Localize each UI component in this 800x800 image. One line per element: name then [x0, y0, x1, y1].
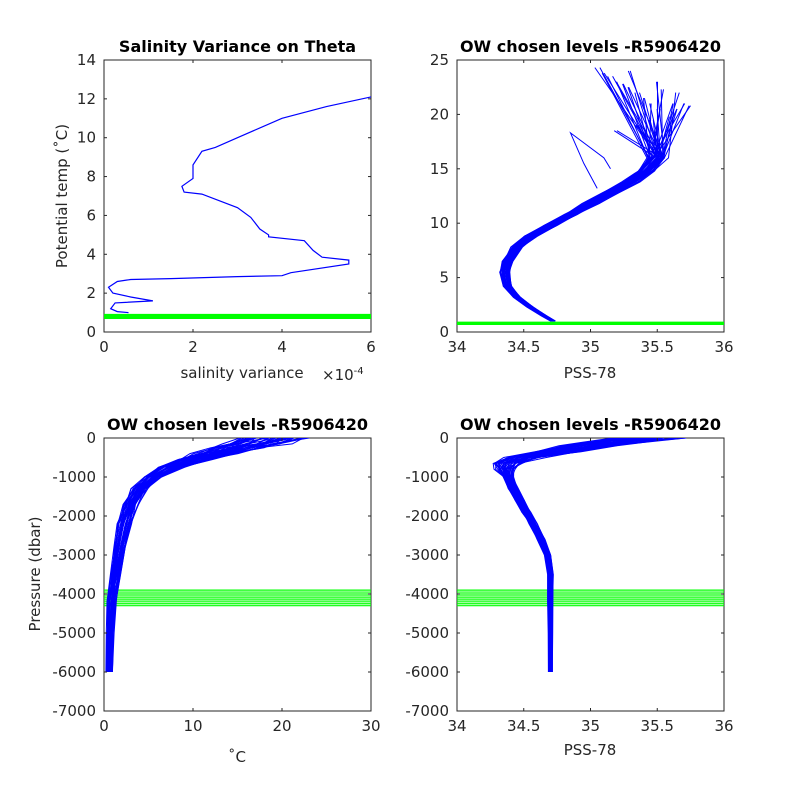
x-tick-label-bl-1: 10: [183, 717, 202, 735]
y-tick-label-bl-2: -5000: [52, 624, 96, 642]
y-tick-label-tr-1: 5: [439, 269, 449, 287]
y-tick-label-br-7: 0: [439, 429, 449, 447]
y-tick-label-br-5: -2000: [405, 507, 449, 525]
y-tick-label-tl-5: 10: [77, 129, 96, 147]
y-tick-label-tl-2: 4: [86, 245, 96, 263]
x-axis-label-tr: PSS-78: [564, 364, 617, 382]
series-group-tr: [457, 67, 724, 325]
x-tick-label-br-3: 35.5: [641, 717, 674, 735]
series-group-br: [457, 438, 724, 673]
y-tick-label-br-0: -7000: [405, 702, 449, 720]
y-tick-label-br-6: -1000: [405, 468, 449, 486]
plot-area-bl: [103, 437, 372, 712]
x-tick-label-tl-2: 4: [277, 338, 287, 356]
y-tick-label-bl-3: -4000: [52, 585, 96, 603]
series-group-bl: [104, 438, 371, 673]
x-tick-label-tr-1: 34.5: [507, 338, 540, 356]
x-axis-exponent-tl: ×10-4: [322, 366, 364, 384]
y-tick-label-tl-4: 8: [86, 168, 96, 186]
y-tick-label-bl-1: -6000: [52, 663, 96, 681]
y-tick-label-tr-3: 15: [430, 160, 449, 178]
y-tick-label-tl-1: 2: [86, 284, 96, 302]
y-tick-label-br-2: -5000: [405, 624, 449, 642]
y-tick-label-br-3: -4000: [405, 585, 449, 603]
x-tick-label-tl-1: 2: [188, 338, 198, 356]
y-tick-label-br-4: -3000: [405, 546, 449, 564]
ticks-bl: 0 10 20 30 -7000 -6000 -5000 -4000 -3000 -2000 -10…: [52, 429, 380, 735]
x-tick-label-br-0: 34: [447, 717, 466, 735]
profile-line-br-39: [511, 438, 677, 673]
marks-tl: [104, 96, 371, 319]
y-tick-label-bl-6: -1000: [52, 468, 96, 486]
y-axis-label-tl: Potential temp (˚C): [53, 124, 71, 268]
profile-line-bl-1: [106, 438, 242, 673]
x-tick-label-tl-0: 0: [99, 338, 109, 356]
y-tick-label-br-1: -6000: [405, 663, 449, 681]
x-tick-label-tr-3: 35.5: [641, 338, 674, 356]
y-tick-label-tr-4: 20: [430, 105, 449, 123]
x-axis-label-br: PSS-78: [564, 741, 617, 759]
ticks-br: 34 34.5 35 35.5 36 -7000 -6000 -5000 -4000 -3000 -…: [405, 429, 733, 735]
y-tick-label-bl-7: 0: [86, 429, 96, 447]
x-axis-label-tl: salinity variance: [180, 364, 303, 382]
series-line-tl-0: [107, 96, 371, 314]
profile-line-bl-23: [109, 438, 273, 673]
x-axis-label-bl: ˚C: [228, 748, 246, 766]
x-tick-label-br-4: 36: [714, 717, 733, 735]
marks-br: [457, 438, 724, 673]
plot-area-tl: [103, 59, 372, 333]
y-tick-label-tl-7: 14: [77, 51, 96, 69]
marks-tr: [457, 67, 724, 325]
x-exponent-base: ×10: [322, 366, 354, 384]
plot-area-tr: [456, 59, 725, 333]
chart-title-bl: OW chosen levels -R5906420: [107, 415, 368, 434]
ticks-tr: 34 34.5 35 35.5 36 0 5 10 15 20 25: [430, 51, 734, 356]
y-tick-label-tr-0: 0: [439, 323, 449, 341]
chart-title-br: OW chosen levels -R5906420: [460, 415, 721, 434]
y-tick-label-tl-6: 12: [77, 90, 96, 108]
y-tick-label-tl-0: 0: [86, 323, 96, 341]
x-tick-label-tr-4: 36: [714, 338, 733, 356]
x-tick-label-tr-0: 34: [447, 338, 466, 356]
y-tick-label-tr-2: 10: [430, 214, 449, 232]
stray-profile-tr: [569, 131, 611, 189]
x-tick-label-bl-0: 0: [99, 717, 109, 735]
series-group-tl: [104, 96, 371, 319]
y-axis-label-bl: Pressure (dbar): [26, 517, 44, 632]
y-tick-label-tr-5: 25: [430, 51, 449, 69]
x-tick-label-bl-2: 20: [272, 717, 291, 735]
panel-salinity-theta: 34 34.5 35 35.5 36 0 5 10 15 20 25 OW chosen level…: [430, 37, 734, 382]
panel-salinity-pressure: 34 34.5 35 35.5 36 -7000 -6000 -5000 -4000 -3000 -…: [405, 415, 733, 759]
x-tick-label-br-1: 34.5: [507, 717, 540, 735]
x-tick-label-tl-3: 6: [366, 338, 376, 356]
y-tick-label-tl-3: 6: [86, 206, 96, 224]
profile-line-tr-43: [507, 92, 677, 322]
profile-line-bl-39: [111, 438, 304, 673]
x-tick-label-tr-2: 35: [581, 338, 600, 356]
y-tick-label-bl-4: -3000: [52, 546, 96, 564]
chart-title-tl: Salinity Variance on Theta: [119, 37, 356, 56]
marks-bl: [104, 438, 371, 673]
y-tick-label-bl-5: -2000: [52, 507, 96, 525]
x-tick-label-br-2: 35: [581, 717, 600, 735]
x-exponent-power: -4: [354, 366, 364, 377]
x-tick-label-bl-3: 30: [361, 717, 380, 735]
panel-salinity-variance: 0 2 4 6 0 2 4 6 8 10 12 14 Salinity Variance on The…: [53, 37, 376, 384]
chart-title-tr: OW chosen levels -R5906420: [460, 37, 721, 56]
plot-area-br: [456, 437, 725, 712]
ticks-tl: 0 2 4 6 0 2 4 6 8 10 12 14: [77, 51, 376, 356]
panel-temperature-pressure: 0 10 20 30 -7000 -6000 -5000 -4000 -3000 -2000 -10…: [26, 415, 381, 766]
y-tick-label-bl-0: -7000: [52, 702, 96, 720]
